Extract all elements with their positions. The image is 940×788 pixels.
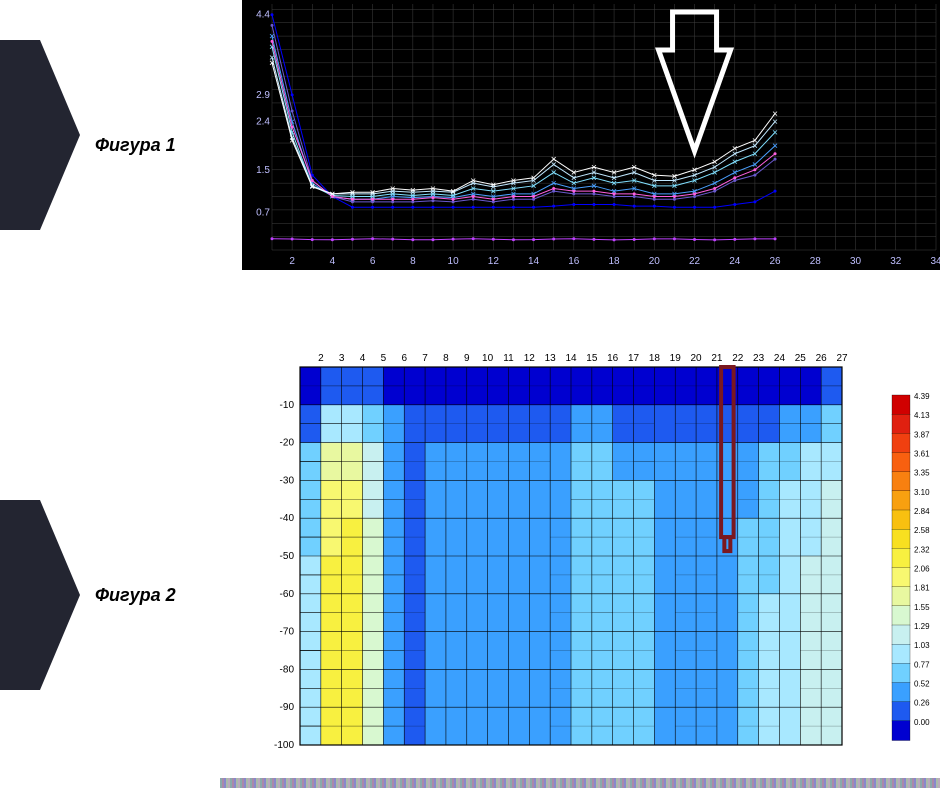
svg-text:5: 5 [381, 353, 387, 364]
svg-text:20: 20 [691, 353, 703, 364]
svg-text:30: 30 [850, 256, 862, 267]
svg-text:2: 2 [289, 256, 295, 267]
svg-text:-100: -100 [274, 740, 294, 751]
contour-chart-figure2: 2345678910111213141516171819202122232425… [242, 345, 940, 760]
svg-text:-20: -20 [280, 438, 295, 449]
svg-text:7: 7 [422, 353, 428, 364]
svg-text:2: 2 [318, 353, 324, 364]
svg-text:3.61: 3.61 [914, 450, 930, 459]
svg-text:4.13: 4.13 [914, 411, 930, 420]
svg-text:12: 12 [524, 353, 536, 364]
svg-text:18: 18 [608, 256, 620, 267]
svg-text:12: 12 [488, 256, 500, 267]
svg-text:19: 19 [670, 353, 682, 364]
section-pointer-1 [0, 40, 80, 230]
svg-text:0.52: 0.52 [914, 680, 930, 689]
svg-text:13: 13 [545, 353, 557, 364]
svg-text:0.77: 0.77 [914, 660, 930, 669]
svg-text:2.06: 2.06 [914, 565, 930, 574]
svg-text:2.58: 2.58 [914, 526, 930, 535]
svg-text:-40: -40 [280, 513, 295, 524]
svg-text:18: 18 [649, 353, 661, 364]
svg-text:3.10: 3.10 [914, 488, 930, 497]
svg-text:16: 16 [568, 256, 580, 267]
svg-text:3.87: 3.87 [914, 430, 930, 439]
svg-text:8: 8 [443, 353, 449, 364]
svg-text:2.9: 2.9 [256, 90, 270, 101]
svg-text:-80: -80 [280, 664, 295, 675]
svg-text:-10: -10 [280, 400, 295, 411]
svg-text:-50: -50 [280, 551, 295, 562]
svg-text:20: 20 [649, 256, 661, 267]
svg-text:25: 25 [795, 353, 807, 364]
svg-text:1.03: 1.03 [914, 641, 930, 650]
svg-text:-90: -90 [280, 702, 295, 713]
svg-text:24: 24 [774, 353, 786, 364]
svg-text:2.4: 2.4 [256, 117, 270, 128]
svg-text:26: 26 [816, 353, 828, 364]
figure2-label: Фигура 2 [95, 585, 176, 606]
svg-text:22: 22 [689, 256, 701, 267]
svg-text:-70: -70 [280, 627, 295, 638]
svg-text:26: 26 [769, 256, 781, 267]
svg-text:4: 4 [360, 353, 366, 364]
svg-text:6: 6 [370, 256, 376, 267]
svg-text:0.26: 0.26 [914, 699, 930, 708]
svg-text:3: 3 [339, 353, 345, 364]
svg-text:6: 6 [401, 353, 407, 364]
svg-text:4.39: 4.39 [914, 392, 930, 401]
svg-text:1.5: 1.5 [256, 165, 270, 176]
svg-text:10: 10 [482, 353, 494, 364]
svg-text:15: 15 [586, 353, 598, 364]
svg-text:1.81: 1.81 [914, 584, 930, 593]
svg-text:17: 17 [628, 353, 640, 364]
svg-text:23: 23 [753, 353, 765, 364]
svg-text:1.29: 1.29 [914, 622, 930, 631]
svg-text:10: 10 [448, 256, 460, 267]
svg-text:0.7: 0.7 [256, 208, 270, 219]
svg-text:22: 22 [732, 353, 744, 364]
svg-text:0.00: 0.00 [914, 718, 930, 727]
svg-text:21: 21 [711, 353, 723, 364]
svg-text:3.35: 3.35 [914, 469, 930, 478]
svg-text:-30: -30 [280, 475, 295, 486]
svg-text:27: 27 [836, 353, 848, 364]
svg-text:9: 9 [464, 353, 470, 364]
svg-text:14: 14 [565, 353, 577, 364]
figure1-label: Фигура 1 [95, 135, 176, 156]
svg-text:11: 11 [503, 353, 514, 364]
svg-text:34: 34 [930, 256, 940, 267]
svg-text:-60: -60 [280, 589, 295, 600]
section-pointer-2 [0, 500, 80, 690]
svg-text:4: 4 [330, 256, 336, 267]
svg-text:4.4: 4.4 [256, 10, 270, 21]
line-chart-figure1: 2468101214161820222426283032340.71.52.42… [242, 0, 940, 270]
svg-text:2.84: 2.84 [914, 507, 930, 516]
svg-text:16: 16 [607, 353, 619, 364]
svg-text:8: 8 [410, 256, 416, 267]
svg-text:32: 32 [890, 256, 902, 267]
svg-text:28: 28 [810, 256, 822, 267]
svg-text:24: 24 [729, 256, 741, 267]
svg-text:14: 14 [528, 256, 540, 267]
svg-text:2.32: 2.32 [914, 545, 930, 554]
decorative-noise-strip [220, 778, 940, 788]
svg-text:1.55: 1.55 [914, 603, 930, 612]
